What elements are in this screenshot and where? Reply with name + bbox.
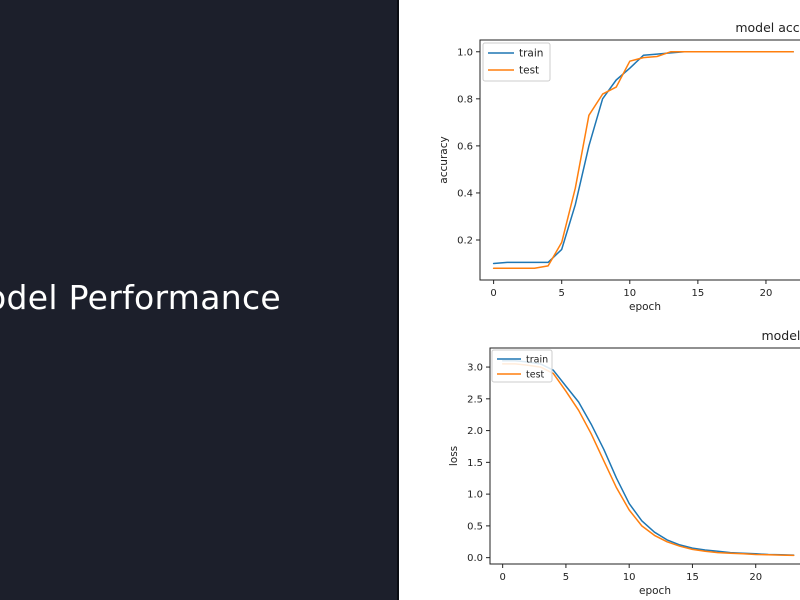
loss-plot-frame [489,347,800,565]
loss-xtick-label: 15 [686,572,699,583]
accuracy-xtick-label: 5 [559,288,565,299]
loss-legend-label-train: train [526,355,548,366]
loss-legend-label-test: test [526,370,545,381]
loss-xtick-label: 20 [749,572,762,583]
accuracy-chart: model accuracy 0 5 10 15 20 0.2 0.4 0.6 0.8 1.0 epo… [438,20,800,313]
loss-xtick-label: 0 [499,572,505,583]
accuracy-xlabel: epoch [629,301,661,313]
accuracy-series-test [492,51,794,269]
accuracy-legend-label-test: test [519,65,539,77]
loss-ytick-label: 1.0 [467,490,483,501]
loss-ylabel: loss [448,446,460,466]
accuracy-legend-label-train: train [519,48,543,60]
loss-xtick-label: 10 [623,572,636,583]
loss-ytick-label: 0.5 [467,521,483,532]
slide-title: odel Performance [0,278,282,317]
accuracy-plot-frame [479,39,800,281]
loss-title: model loss [761,328,800,343]
accuracy-xtick-label: 20 [760,288,773,299]
accuracy-xtick-label: 15 [692,288,705,299]
loss-chart: model loss 0 5 10 15 20 0.0 0.5 1.0 1.5 2.0 2.5 3.0 e… [448,328,800,597]
panel-divider [397,0,399,600]
accuracy-ytick-label: 0.6 [457,141,473,152]
loss-ytick-label: 2.5 [467,394,483,405]
accuracy-ytick-label: 0.4 [457,188,473,199]
loss-ytick-label: 0.0 [467,553,483,564]
loss-ytick-label: 1.5 [467,458,483,469]
accuracy-series-train [492,51,794,265]
accuracy-ytick-label: 1.0 [457,47,473,58]
slide-left-panel: odel Performance [0,0,397,600]
loss-xtick-label: 5 [563,572,569,583]
loss-series-train [501,359,795,556]
loss-xlabel: epoch [639,585,671,597]
loss-ytick-label: 2.0 [467,426,483,437]
accuracy-ytick-label: 0.8 [457,94,473,105]
accuracy-xtick-label: 10 [623,288,636,299]
accuracy-xtick-label: 0 [490,288,496,299]
loss-ytick-label: 3.0 [467,363,483,374]
accuracy-ytick-label: 0.2 [457,236,473,247]
accuracy-ylabel: accuracy [438,136,450,183]
accuracy-title: model accuracy [735,20,800,35]
